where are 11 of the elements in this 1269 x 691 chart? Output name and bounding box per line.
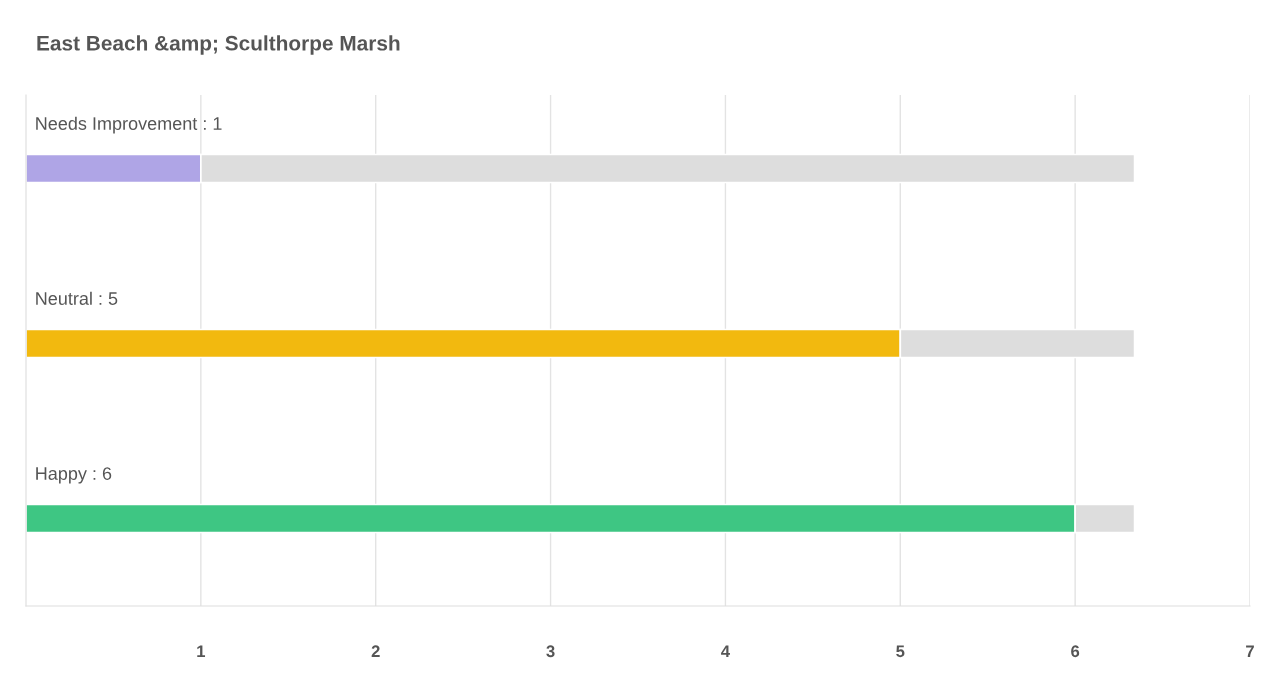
x-tick-label: 6 — [1071, 645, 1080, 658]
x-tick-label: 4 — [721, 645, 730, 657]
y-tick-label: Needs Improvement : 1 — [36, 116, 222, 134]
chart-title: East Beach &amp; Sculthorpe Marsh — [37, 35, 400, 55]
y-tick-label: Neutral : 5 — [36, 291, 118, 305]
y-tick-label: Happy : 6 — [36, 467, 112, 484]
x-tick-label: 1 — [197, 645, 206, 657]
x-tick-label: 3 — [546, 645, 555, 658]
x-tick-label: 5 — [896, 645, 905, 658]
x-tick-label: 2 — [371, 645, 380, 657]
x-tick-label: 7 — [1246, 645, 1254, 657]
